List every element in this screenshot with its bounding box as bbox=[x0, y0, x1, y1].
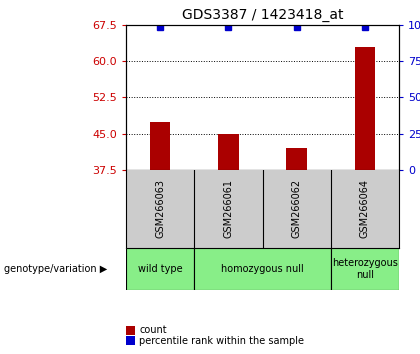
Text: GSM266064: GSM266064 bbox=[360, 179, 370, 238]
Text: wild type: wild type bbox=[138, 264, 182, 274]
Bar bbox=[218, 133, 239, 170]
Title: GDS3387 / 1423418_at: GDS3387 / 1423418_at bbox=[182, 8, 343, 22]
Bar bbox=[354, 46, 375, 170]
Text: percentile rank within the sample: percentile rank within the sample bbox=[139, 336, 304, 346]
Text: homozygous null: homozygous null bbox=[221, 264, 304, 274]
Bar bbox=[194, 248, 331, 290]
Bar bbox=[126, 248, 194, 290]
Text: GSM266062: GSM266062 bbox=[291, 179, 302, 239]
Text: genotype/variation ▶: genotype/variation ▶ bbox=[4, 264, 108, 274]
Text: GSM266061: GSM266061 bbox=[223, 179, 234, 238]
Bar bbox=[150, 121, 171, 170]
Bar bbox=[331, 248, 399, 290]
Text: GSM266063: GSM266063 bbox=[155, 179, 165, 238]
Text: heterozygous
null: heterozygous null bbox=[332, 258, 398, 280]
Bar bbox=[286, 148, 307, 170]
Text: count: count bbox=[139, 325, 167, 335]
